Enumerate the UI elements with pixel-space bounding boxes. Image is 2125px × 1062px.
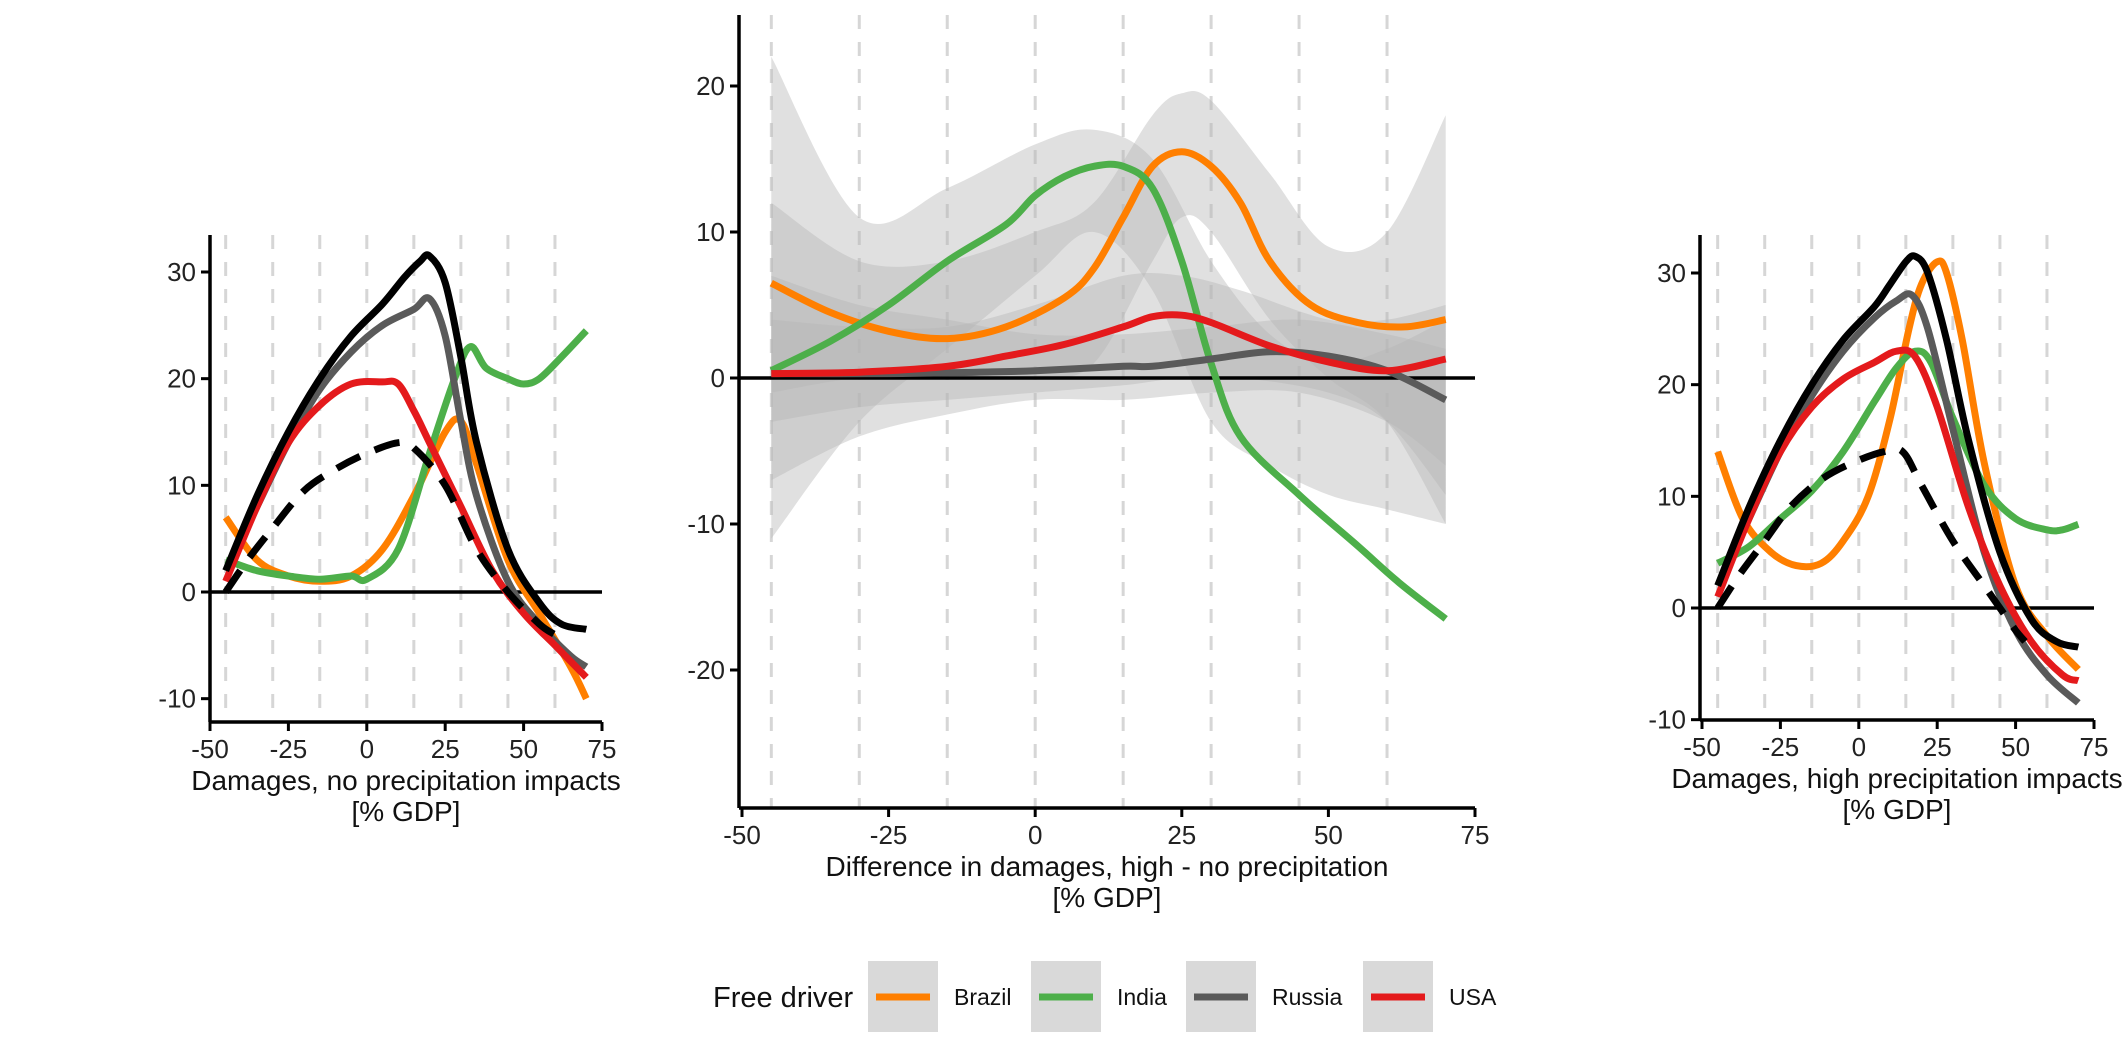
x-tick-label: -25: [1762, 732, 1800, 762]
series-line-russia: [771, 348, 1448, 404]
series-line-total: [222, 251, 588, 633]
y-tick-label: 0: [711, 363, 725, 393]
y-tick-label: 20: [696, 71, 725, 101]
x-tick-label: -25: [870, 820, 908, 850]
x-tick-label: 25: [1923, 732, 1952, 762]
series-line-india: [1716, 347, 2080, 567]
x-axis-title-unit: [% GDP]: [1843, 794, 1952, 825]
legend-title: Free driver: [713, 982, 854, 1014]
series-line-russia: [222, 294, 589, 670]
x-tick-label: 75: [588, 734, 617, 764]
x-tick-label: 50: [509, 734, 538, 764]
x-axis-title: Difference in damages, high - no precipi…: [826, 851, 1389, 882]
x-tick-label: -50: [723, 820, 761, 850]
x-tick-label: 0: [1852, 732, 1866, 762]
x-tick-label: -25: [270, 734, 308, 764]
series-line-brazil: [1714, 257, 2081, 672]
x-tick-label: 50: [1314, 820, 1343, 850]
x-tick-label: 0: [1028, 820, 1042, 850]
y-tick-label: 30: [167, 257, 196, 287]
x-axis-title: Damages, high precipitation impacts: [1671, 763, 2122, 794]
confidence-band-india: [771, 56, 1446, 539]
legend-label-brazil: Brazil: [954, 984, 1012, 1010]
x-tick-label: 75: [1461, 820, 1490, 850]
y-tick-label: 20: [167, 364, 196, 394]
y-tick-label: -10: [158, 684, 196, 714]
x-tick-label: 25: [1167, 820, 1196, 850]
y-tick-label: -10: [1648, 705, 1686, 735]
y-tick-label: 10: [696, 217, 725, 247]
confidence-band-usa: [771, 272, 1446, 495]
legend-label-india: India: [1117, 984, 1167, 1010]
y-tick-label: -20: [687, 655, 725, 685]
y-tick-label: 20: [1657, 370, 1686, 400]
series-line-india: [224, 328, 589, 585]
legend-label-usa: USA: [1449, 984, 1497, 1010]
series-line-total: [1714, 252, 2080, 651]
y-tick-label: -10: [687, 509, 725, 539]
legend-label-russia: Russia: [1272, 984, 1343, 1010]
series-line-brazil: [769, 148, 1447, 343]
series-line-usa: [771, 311, 1447, 378]
series-line-dashed: [222, 438, 557, 638]
y-tick-label: 10: [1657, 481, 1686, 511]
x-tick-label: -50: [191, 734, 229, 764]
y-tick-label: 0: [182, 577, 196, 607]
x-tick-label: -50: [1683, 732, 1721, 762]
x-tick-label: 25: [431, 734, 460, 764]
y-tick-label: 30: [1657, 258, 1686, 288]
y-tick-label: 10: [167, 470, 196, 500]
legend: Free driver Brazil India Russia USA: [713, 961, 1497, 1032]
series-line-dashed: [1714, 445, 2028, 644]
x-tick-label: 50: [2001, 732, 2030, 762]
series-line-usa: [1714, 346, 2080, 685]
x-tick-label: 0: [360, 734, 374, 764]
x-axis-title-unit: [% GDP]: [352, 796, 461, 827]
series-line-india: [769, 160, 1448, 622]
confidence-band-brazil: [771, 90, 1446, 524]
x-axis-title: Damages, no precipitation impacts: [191, 765, 621, 796]
x-tick-label: 75: [2080, 732, 2109, 762]
x-axis-title-unit: [% GDP]: [1053, 882, 1162, 913]
panel-middle: -20 -10 0 10 20 -50 -25 0 25 50 75 Difference in da…: [687, 15, 1489, 913]
y-tick-label: 0: [1672, 593, 1686, 623]
